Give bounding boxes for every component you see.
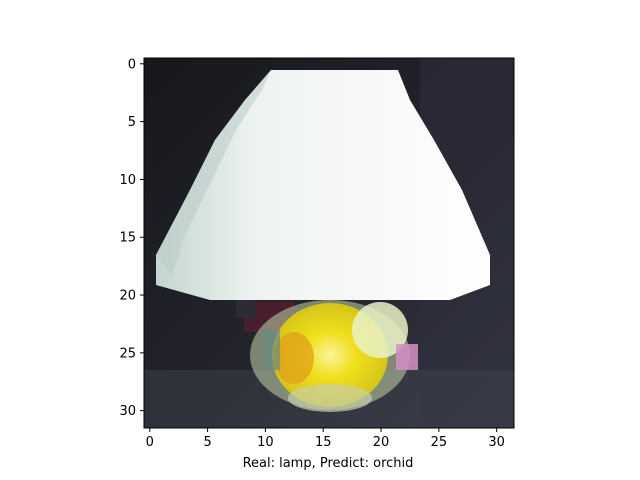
x-tick-label: 0 <box>146 435 154 450</box>
x-axis-ticks: 0 5 10 15 20 25 30 <box>146 428 505 450</box>
x-axis-label: Real: lamp, Predict: orchid <box>243 456 414 471</box>
x-tick-label: 15 <box>315 435 332 450</box>
y-tick-label: 15 <box>119 231 136 246</box>
x-tick-label: 10 <box>257 435 274 450</box>
y-tick-label: 0 <box>128 57 136 72</box>
lamp-shade <box>156 70 490 300</box>
y-axis-ticks: 0 5 10 15 20 25 30 <box>119 57 144 419</box>
pixel-image <box>144 58 514 428</box>
x-tick-label: 20 <box>373 435 390 450</box>
x-tick-label: 5 <box>203 435 211 450</box>
y-tick-label: 5 <box>128 115 136 130</box>
y-tick-label: 25 <box>119 346 136 361</box>
y-tick-label: 20 <box>119 289 136 304</box>
y-tick-label: 10 <box>119 173 136 188</box>
x-tick-label: 25 <box>431 435 448 450</box>
x-tick-label: 30 <box>488 435 505 450</box>
y-tick-label: 30 <box>119 404 136 419</box>
